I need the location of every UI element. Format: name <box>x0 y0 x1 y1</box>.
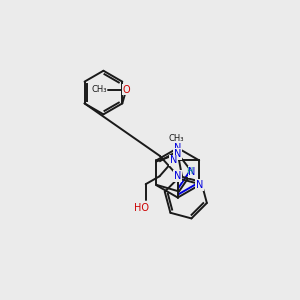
Text: N: N <box>174 171 182 181</box>
Text: N: N <box>196 180 203 190</box>
Text: N: N <box>174 143 182 153</box>
Text: CH₃: CH₃ <box>169 134 184 143</box>
Text: H: H <box>186 167 192 176</box>
Text: N: N <box>174 149 182 159</box>
Text: N: N <box>170 155 177 165</box>
Text: N: N <box>188 167 196 177</box>
Text: CH₃: CH₃ <box>92 85 107 94</box>
Text: O: O <box>122 85 130 94</box>
Text: HO: HO <box>134 203 149 213</box>
